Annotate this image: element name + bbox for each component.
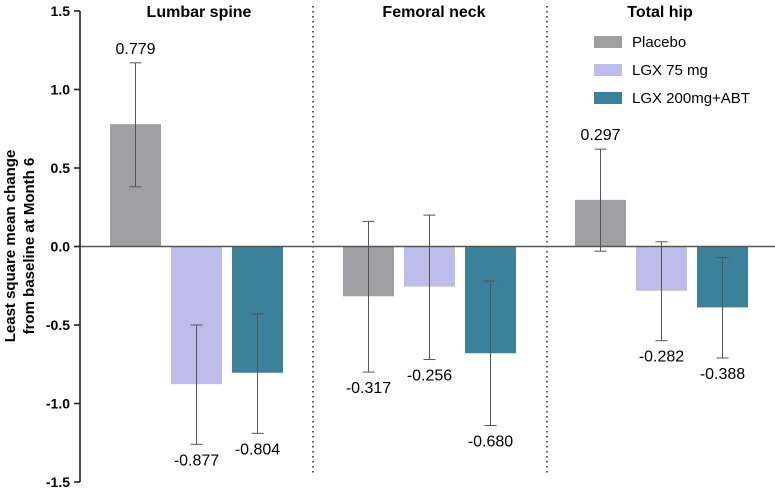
error-bar-femoral-neck-lgx-75-mg xyxy=(423,214,436,361)
group-title-lumbar-spine: Lumbar spine xyxy=(147,4,252,21)
error-bar-femoral-neck-placebo xyxy=(362,220,375,373)
legend-swatch-lgx-75-mg xyxy=(594,64,622,76)
legend-swatch-lgx-200mg-abt xyxy=(594,92,622,104)
y-tick-label: -0.5 xyxy=(46,317,70,333)
legend-label-lgx-200mg-abt: LGX 200mg+ABT xyxy=(632,90,750,107)
error-bar-total-hip-placebo xyxy=(594,148,607,252)
group-title-total-hip: Total hip xyxy=(627,4,693,21)
error-bar-femoral-neck-lgx-200mg-abt xyxy=(484,280,497,426)
data-label-lumbar-spine-placebo: 0.779 xyxy=(115,41,155,58)
error-bar-total-hip-lgx-200mg-abt xyxy=(716,256,729,359)
error-bar-lumbar-spine-lgx-75-mg xyxy=(190,324,203,445)
data-label-total-hip-lgx-200mg-abt: -0.388 xyxy=(700,366,745,383)
data-label-lumbar-spine-lgx-200mg-abt: -0.804 xyxy=(235,441,280,458)
y-tick-label: 1.5 xyxy=(51,3,71,19)
error-bar-total-hip-lgx-75-mg xyxy=(655,241,668,342)
legend-label-placebo: Placebo xyxy=(632,34,686,51)
data-label-total-hip-placebo: 0.297 xyxy=(580,127,620,144)
legend-swatch-placebo xyxy=(594,36,622,48)
error-bar-lumbar-spine-lgx-200mg-abt xyxy=(251,313,264,434)
y-tick-label: 0.5 xyxy=(51,160,71,176)
data-label-total-hip-lgx-75-mg: -0.282 xyxy=(639,349,684,366)
data-label-femoral-neck-placebo: -0.317 xyxy=(346,380,391,397)
y-tick-label: -1.5 xyxy=(46,474,70,490)
data-label-femoral-neck-lgx-200mg-abt: -0.680 xyxy=(468,433,513,450)
y-tick-label: -1.0 xyxy=(46,396,70,412)
legend-label-lgx-75-mg: LGX 75 mg xyxy=(632,62,708,79)
y-axis-title-line-2: from baseline at Month 6 xyxy=(21,158,38,335)
y-tick-label: 1.0 xyxy=(51,82,71,98)
y-tick-label: 0.0 xyxy=(51,239,71,255)
y-axis-title-line-1: Least square mean change xyxy=(2,150,19,343)
group-title-femoral-neck: Femoral neck xyxy=(382,4,485,21)
data-label-femoral-neck-lgx-75-mg: -0.256 xyxy=(407,368,452,385)
error-bar-lumbar-spine-placebo xyxy=(129,62,142,188)
data-label-lumbar-spine-lgx-75-mg: -0.877 xyxy=(174,452,219,469)
